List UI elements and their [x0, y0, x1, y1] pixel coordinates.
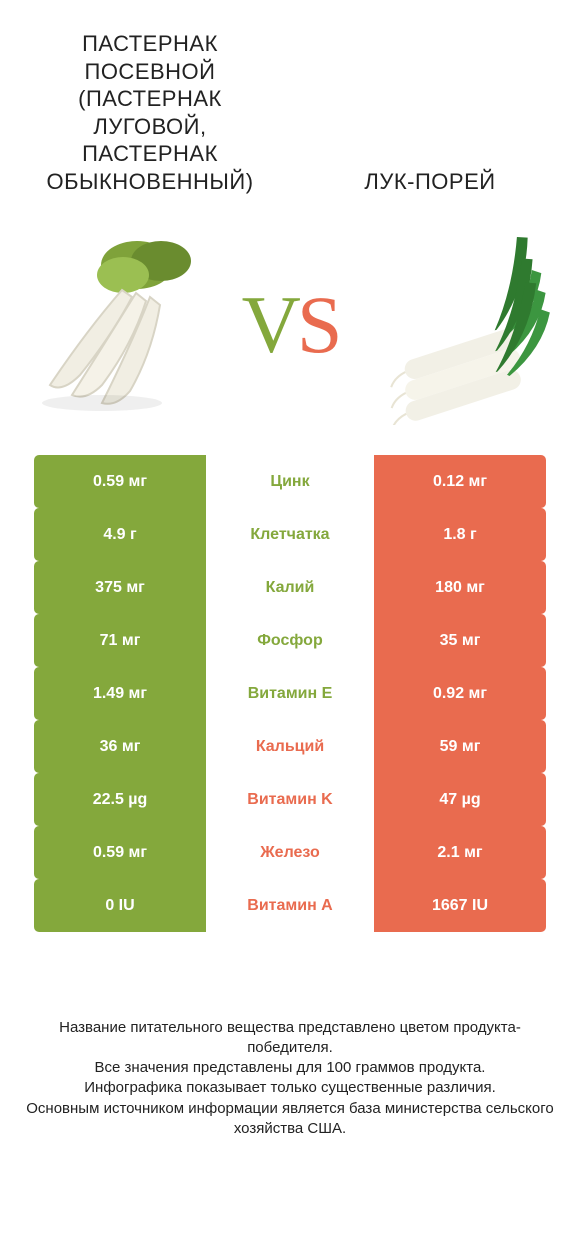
footer-line: Основным источником информации является … — [25, 1099, 555, 1140]
footer-notes: Название питательного вещества представл… — [0, 932, 580, 1234]
cell-label: Железо — [206, 826, 374, 879]
leek-icon — [353, 225, 553, 425]
cell-right: 1.8 г — [374, 508, 546, 561]
cell-label: Витамин A — [206, 879, 374, 932]
hero-row: VS — [0, 205, 580, 455]
footer-line: Все значения представлены для 100 граммо… — [25, 1058, 555, 1078]
cell-label: Калий — [206, 561, 374, 614]
cell-label: Клетчатка — [206, 508, 374, 561]
table-row: 1.49 мгВитамин E0.92 мг — [34, 667, 546, 720]
cell-label: Фосфор — [206, 614, 374, 667]
table-row: 0.59 мгЦинк0.12 мг — [34, 455, 546, 508]
footer-line: Название питательного вещества представл… — [25, 1018, 555, 1059]
cell-left: 71 мг — [34, 614, 206, 667]
cell-right: 47 µg — [374, 773, 546, 826]
cell-left: 0.59 мг — [34, 826, 206, 879]
vs-label: VS — [234, 284, 347, 366]
cell-label: Витамин K — [206, 773, 374, 826]
comparison-table: 0.59 мгЦинк0.12 мг4.9 гКлетчатка1.8 г375… — [0, 455, 580, 932]
table-row: 0.59 мгЖелезо2.1 мг — [34, 826, 546, 879]
footer-line: Инфографика показывает только существенн… — [25, 1078, 555, 1098]
table-row: 36 мгКальций59 мг — [34, 720, 546, 773]
table-row: 375 мгКалий180 мг — [34, 561, 546, 614]
cell-left: 4.9 г — [34, 508, 206, 561]
parsnip-icon — [32, 235, 222, 415]
title-right: ЛУК-ПОРЕЙ — [310, 168, 550, 196]
cell-label: Цинк — [206, 455, 374, 508]
cell-label: Витамин E — [206, 667, 374, 720]
cell-right: 2.1 мг — [374, 826, 546, 879]
cell-left: 22.5 µg — [34, 773, 206, 826]
table-row: 4.9 гКлетчатка1.8 г — [34, 508, 546, 561]
cell-right: 35 мг — [374, 614, 546, 667]
table-row: 0 IUВитамин A1667 IU — [34, 879, 546, 932]
cell-right: 1667 IU — [374, 879, 546, 932]
cell-left: 375 мг — [34, 561, 206, 614]
table-row: 71 мгФосфор35 мг — [34, 614, 546, 667]
image-left — [20, 215, 234, 435]
title-left: ПАСТЕРНАК ПОСЕВНОЙ (ПАСТЕРНАК ЛУГОВОЙ, П… — [30, 30, 270, 195]
cell-left: 0 IU — [34, 879, 206, 932]
cell-left: 0.59 мг — [34, 455, 206, 508]
title-row: ПАСТЕРНАК ПОСЕВНОЙ (ПАСТЕРНАК ЛУГОВОЙ, П… — [0, 0, 580, 205]
vs-s: S — [297, 279, 339, 370]
cell-right: 59 мг — [374, 720, 546, 773]
cell-right: 0.12 мг — [374, 455, 546, 508]
table-row: 22.5 µgВитамин K47 µg — [34, 773, 546, 826]
cell-left: 36 мг — [34, 720, 206, 773]
title-left-col: ПАСТЕРНАК ПОСЕВНОЙ (ПАСТЕРНАК ЛУГОВОЙ, П… — [30, 30, 270, 195]
cell-label: Кальций — [206, 720, 374, 773]
cell-right: 180 мг — [374, 561, 546, 614]
cell-left: 1.49 мг — [34, 667, 206, 720]
title-right-col: ЛУК-ПОРЕЙ — [310, 168, 550, 196]
image-right — [346, 215, 560, 435]
cell-right: 0.92 мг — [374, 667, 546, 720]
vs-v: V — [242, 279, 297, 370]
